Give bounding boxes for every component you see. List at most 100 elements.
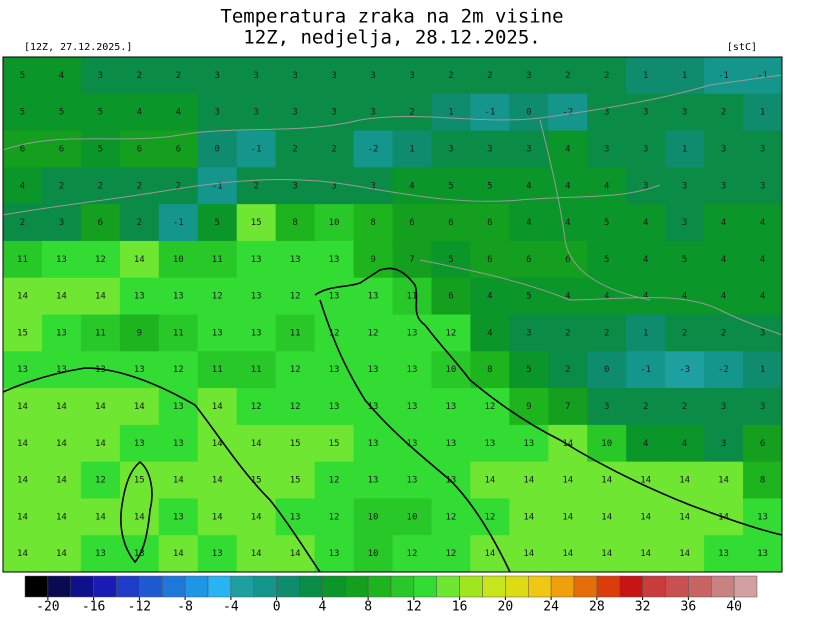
temperature-value: 11 bbox=[251, 365, 262, 375]
temperature-cell bbox=[353, 167, 393, 205]
temperature-cell bbox=[587, 461, 627, 499]
temperature-cell bbox=[665, 498, 705, 536]
temperature-cell bbox=[509, 314, 549, 352]
colorbar-swatch bbox=[596, 575, 620, 598]
temperature-cell bbox=[587, 277, 627, 315]
temperature-value: 13 bbox=[251, 328, 262, 338]
temperature-value: 13 bbox=[95, 549, 106, 559]
temperature-cell bbox=[509, 351, 549, 389]
temperature-value: 6 bbox=[448, 292, 453, 302]
temperature-value: 13 bbox=[329, 549, 340, 559]
temperature-value: 3 bbox=[526, 71, 531, 81]
temperature-value: 13 bbox=[17, 365, 28, 375]
colorbar-tick-label: -8 bbox=[177, 600, 193, 615]
temperature-value: 8 bbox=[292, 218, 297, 228]
temperature-value: 2 bbox=[565, 365, 570, 375]
temperature-cell bbox=[158, 204, 199, 242]
temperature-value: 3 bbox=[721, 181, 726, 191]
temperature-value: 4 bbox=[526, 181, 531, 191]
temperature-value: 14 bbox=[601, 512, 612, 522]
temperature-cell bbox=[470, 167, 510, 205]
temperature-value: 14 bbox=[134, 255, 145, 265]
temperature-value: 3 bbox=[370, 181, 375, 191]
temperature-cell bbox=[392, 57, 432, 95]
colorbar-swatch bbox=[665, 575, 689, 598]
temperature-value: 12 bbox=[329, 328, 340, 338]
temperature-cell bbox=[392, 240, 432, 279]
temperature-value: 15 bbox=[134, 476, 145, 486]
temperature-value: 14 bbox=[640, 512, 651, 522]
temperature-cell bbox=[743, 130, 783, 168]
temperature-value: 5 bbox=[682, 255, 687, 265]
temperature-cell bbox=[548, 314, 588, 352]
temperature-value: 13 bbox=[212, 549, 223, 559]
temperature-cell bbox=[119, 351, 160, 389]
temperature-cell bbox=[626, 204, 666, 242]
temperature-value: 12 bbox=[95, 255, 106, 265]
temperature-cell bbox=[353, 388, 393, 426]
temperature-cell bbox=[3, 388, 43, 426]
temperature-cell bbox=[314, 130, 355, 168]
colorbar-tick-label: 32 bbox=[635, 600, 651, 615]
temperature-cell bbox=[626, 240, 666, 279]
temperature-cell bbox=[704, 461, 744, 499]
temperature-cell bbox=[197, 204, 238, 242]
temperature-cell bbox=[548, 535, 588, 573]
colorbar-tick-label: 24 bbox=[543, 600, 559, 615]
temperature-value: 4 bbox=[760, 292, 765, 302]
colorbar-swatch bbox=[688, 575, 712, 598]
temperature-value: 3 bbox=[59, 218, 64, 228]
temperature-value: 2 bbox=[643, 402, 648, 412]
temperature-value: 14 bbox=[56, 549, 67, 559]
temperature-cell bbox=[119, 388, 160, 426]
temperature-cell bbox=[509, 93, 549, 132]
colorbar-swatch bbox=[276, 575, 300, 598]
temperature-value: 14 bbox=[134, 512, 145, 522]
temperature-cell bbox=[3, 535, 43, 573]
temperature-cell bbox=[626, 388, 666, 426]
colorbar-swatch bbox=[619, 575, 643, 598]
temperature-cell bbox=[353, 204, 393, 242]
temperature-value: 3 bbox=[370, 108, 375, 118]
temperature-cell bbox=[197, 351, 238, 389]
temperature-cell bbox=[548, 57, 588, 95]
run-label: [12Z, 27.12.2025.] bbox=[24, 42, 132, 53]
temperature-value: 13 bbox=[212, 328, 223, 338]
temperature-cell bbox=[197, 93, 238, 132]
temperature-value: 1 bbox=[409, 144, 414, 154]
temperature-value: 4 bbox=[176, 108, 181, 118]
temperature-value: 12 bbox=[290, 365, 301, 375]
temperature-cell bbox=[314, 240, 355, 279]
temperature-cell bbox=[587, 535, 627, 573]
temperature-value: 15 bbox=[290, 476, 301, 486]
temperature-value: 1 bbox=[682, 71, 687, 81]
temperature-value: 4 bbox=[721, 255, 726, 265]
temperature-value: 5 bbox=[604, 218, 609, 228]
temperature-value: 13 bbox=[446, 439, 457, 449]
temperature-value: 14 bbox=[17, 549, 28, 559]
temperature-value: 2 bbox=[59, 181, 64, 191]
temperature-value: 12 bbox=[407, 549, 418, 559]
temperature-cell bbox=[80, 351, 121, 389]
temperature-cell bbox=[431, 57, 471, 95]
temperature-value: 10 bbox=[173, 255, 184, 265]
temperature-cell bbox=[353, 57, 393, 95]
temperature-value: 14 bbox=[173, 476, 184, 486]
temperature-cell bbox=[41, 461, 82, 499]
temperature-cell bbox=[665, 204, 705, 242]
temperature-cell bbox=[626, 535, 666, 573]
temperature-cell bbox=[353, 240, 393, 279]
temperature-value: 3 bbox=[721, 439, 726, 449]
temperature-value: 6 bbox=[409, 218, 414, 228]
temperature-value: 12 bbox=[446, 328, 457, 338]
temperature-value: 13 bbox=[407, 439, 418, 449]
temperature-value: 3 bbox=[448, 144, 453, 154]
temperature-value: 4 bbox=[760, 255, 765, 265]
temperature-cell bbox=[431, 204, 471, 242]
colorbar-swatch bbox=[528, 575, 552, 598]
temperature-value: 5 bbox=[98, 108, 103, 118]
colorbar-tick-label: 0 bbox=[273, 600, 281, 615]
temperature-cell bbox=[275, 351, 316, 389]
temperature-value: 5 bbox=[20, 108, 25, 118]
